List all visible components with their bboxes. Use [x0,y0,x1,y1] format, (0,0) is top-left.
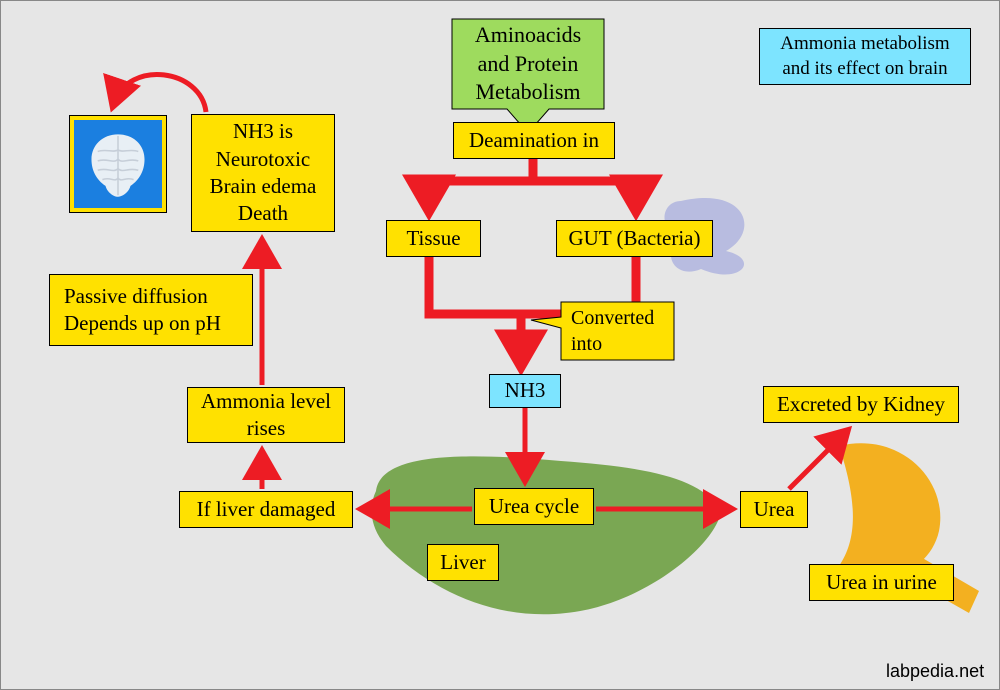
title-box: Ammonia metabolism and its effect on bra… [759,28,971,85]
deamination-box: Deamination in [453,122,615,159]
brain-icon [79,125,157,203]
nh3-box: NH3 [489,374,561,408]
liver-label-box: Liver [427,544,499,581]
diagram-canvas: Aminoacids and Protein Metabolism Ammoni… [0,0,1000,690]
tissue-box: Tissue [386,220,481,257]
urea-box: Urea [740,491,808,528]
neurotoxic-box: NH3 is Neurotoxic Brain edema Death [191,114,335,232]
if-liver-damaged-box: If liver damaged [179,491,353,528]
brain-frame [69,115,167,213]
urea-in-urine-box: Urea in urine [809,564,954,601]
passive-diffusion-box: Passive diffusion Depends up on pH [49,274,253,346]
liver-shape [372,456,721,614]
excreted-by-kidney-box: Excreted by Kidney [763,386,959,423]
amino-callout-text: Aminoacids and Protein Metabolism [452,19,604,109]
gut-box: GUT (Bacteria) [556,220,713,257]
urea-cycle-box: Urea cycle [474,488,594,525]
source-label: labpedia.net [886,661,984,682]
ammonia-rises-box: Ammonia level rises [187,387,345,443]
converted-callout-text: Converted into [561,302,674,360]
brain-inner [74,120,162,208]
